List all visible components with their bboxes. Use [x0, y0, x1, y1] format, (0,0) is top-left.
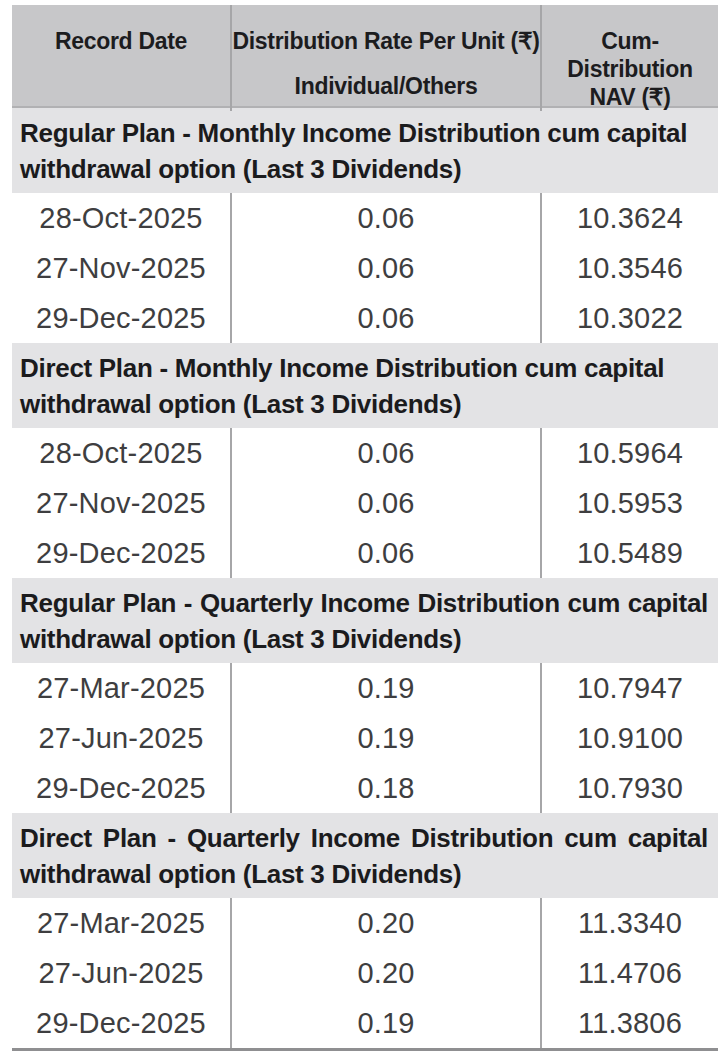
nav-cell: 11.3340	[540, 898, 718, 948]
rate-cell: 0.06	[230, 428, 540, 478]
table-bottom-border	[12, 1048, 718, 1051]
rate-cell: 0.18	[230, 763, 540, 813]
record-date-label: Record Date	[55, 27, 187, 55]
nav-cell: 10.7947	[540, 663, 718, 713]
section-rows-regular-quarterly: 27-Mar-2025 0.19 10.7947 27-Jun-2025 0.1…	[12, 663, 718, 813]
section-title: Regular Plan - Monthly Income Distributi…	[20, 118, 687, 184]
nav-label-line2: NAV (₹)	[589, 83, 670, 111]
rate-cell: 0.06	[230, 243, 540, 293]
section-title-direct-monthly: Direct Plan - Monthly Income Distributio…	[12, 343, 718, 428]
rate-label-line1: Distribution Rate Per Unit (₹)	[232, 27, 539, 55]
nav-cell: 10.5964	[540, 428, 718, 478]
nav-cell: 10.9100	[540, 713, 718, 763]
record-date-cell: 27-Nov-2025	[12, 243, 230, 293]
record-date-cell: 27-Mar-2025	[12, 898, 230, 948]
section-title: Direct Plan - Monthly Income Distributio…	[20, 353, 664, 419]
record-date-cell: 29-Dec-2025	[12, 998, 230, 1048]
section-title-regular-monthly: Regular Plan - Monthly Income Distributi…	[12, 108, 718, 193]
nav-cell: 10.7930	[540, 763, 718, 813]
section-rows-regular-monthly: 28-Oct-2025 0.06 10.3624 27-Nov-2025 0.0…	[12, 193, 718, 343]
dividend-distribution-table: Record Date Distribution Rate Per Unit (…	[12, 5, 718, 1051]
rate-cell: 0.06	[230, 293, 540, 343]
rate-cell: 0.19	[230, 998, 540, 1048]
section-title: Direct Plan - Quarterly Income Distribut…	[20, 820, 708, 892]
record-date-cell: 28-Oct-2025	[12, 193, 230, 243]
column-header-record-date: Record Date	[12, 5, 230, 111]
record-date-cell: 28-Oct-2025	[12, 428, 230, 478]
record-date-cell: 27-Mar-2025	[12, 663, 230, 713]
rate-cell: 0.19	[230, 713, 540, 763]
rate-label-line2: Individual/Others	[295, 72, 478, 100]
rate-cell: 0.06	[230, 478, 540, 528]
nav-cell: 10.3022	[540, 293, 718, 343]
section-rows-direct-quarterly: 27-Mar-2025 0.20 11.3340 27-Jun-2025 0.2…	[12, 898, 718, 1048]
nav-cell: 10.5489	[540, 528, 718, 578]
rate-cell: 0.06	[230, 528, 540, 578]
nav-cell: 11.4706	[540, 948, 718, 998]
record-date-cell: 29-Dec-2025	[12, 293, 230, 343]
nav-label-line1: Cum-Distribution	[542, 27, 718, 83]
rate-cell: 0.20	[230, 948, 540, 998]
section-title-regular-quarterly: Regular Plan - Quarterly Income Distribu…	[12, 578, 718, 663]
rate-cell: 0.19	[230, 663, 540, 713]
column-header-distribution-rate: Distribution Rate Per Unit (₹) Individua…	[230, 5, 540, 111]
record-date-cell: 27-Nov-2025	[12, 478, 230, 528]
nav-cell: 10.5953	[540, 478, 718, 528]
column-header-cum-distribution-nav: Cum-Distribution NAV (₹)	[540, 5, 718, 111]
table-header-row: Record Date Distribution Rate Per Unit (…	[12, 5, 718, 108]
record-date-cell: 29-Dec-2025	[12, 763, 230, 813]
nav-cell: 10.3624	[540, 193, 718, 243]
section-title-direct-quarterly: Direct Plan - Quarterly Income Distribut…	[12, 813, 718, 898]
record-date-cell: 27-Jun-2025	[12, 948, 230, 998]
nav-cell: 11.3806	[540, 998, 718, 1048]
section-rows-direct-monthly: 28-Oct-2025 0.06 10.5964 27-Nov-2025 0.0…	[12, 428, 718, 578]
rate-cell: 0.20	[230, 898, 540, 948]
record-date-cell: 29-Dec-2025	[12, 528, 230, 578]
nav-cell: 10.3546	[540, 243, 718, 293]
record-date-cell: 27-Jun-2025	[12, 713, 230, 763]
rate-cell: 0.06	[230, 193, 540, 243]
section-title: Regular Plan - Quarterly Income Distribu…	[20, 585, 708, 657]
